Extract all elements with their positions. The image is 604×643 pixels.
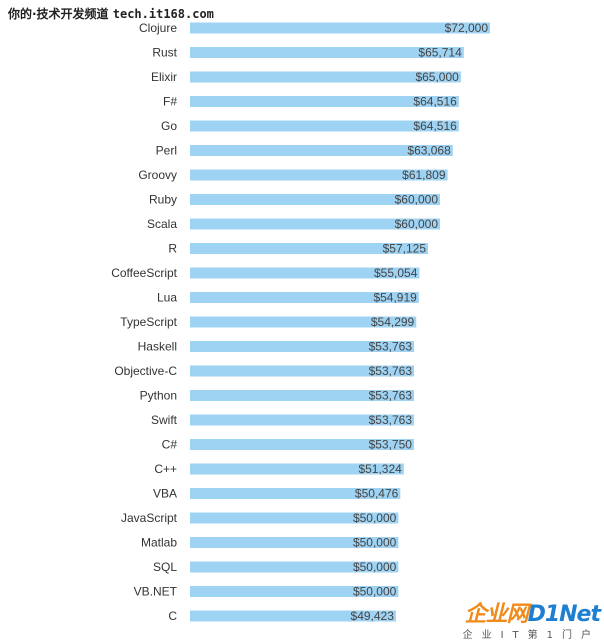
bar-coffeescript bbox=[190, 267, 420, 279]
bar-ruby bbox=[190, 194, 440, 205]
value-label: $54,919 bbox=[373, 291, 417, 305]
category-label: Ruby bbox=[149, 193, 177, 207]
value-label: $53,763 bbox=[369, 340, 413, 354]
watermark-top-text: 你的·技术开发频道 bbox=[8, 7, 109, 21]
value-label: $51,324 bbox=[358, 462, 402, 476]
category-label: Clojure bbox=[139, 21, 177, 35]
value-label: $50,476 bbox=[355, 487, 399, 501]
category-label: TypeScript bbox=[120, 315, 177, 329]
value-label: $53,763 bbox=[369, 389, 413, 403]
category-label: C# bbox=[162, 438, 178, 452]
value-label: $64,516 bbox=[413, 119, 457, 133]
bar-rust bbox=[190, 47, 464, 58]
bar-haskell bbox=[190, 341, 415, 352]
value-label: $54,299 bbox=[371, 315, 415, 329]
category-label: Elixir bbox=[151, 70, 177, 84]
category-label: Rust bbox=[152, 46, 177, 60]
bar-f- bbox=[190, 96, 459, 107]
bar-r bbox=[190, 243, 429, 254]
bars-layer bbox=[190, 22, 490, 622]
watermark-logo-tagline: 企业IT第1门户 bbox=[462, 630, 600, 641]
bar-perl bbox=[190, 145, 453, 156]
bar-sql bbox=[190, 561, 399, 573]
value-label: $60,000 bbox=[395, 217, 439, 231]
bar-vb-net bbox=[190, 586, 399, 597]
watermark-top: 你的·技术开发频道 tech.it168.com bbox=[8, 5, 214, 22]
bar-typescript bbox=[190, 316, 417, 328]
bar-go bbox=[190, 120, 459, 132]
bar-javascript bbox=[190, 512, 399, 524]
category-label: C++ bbox=[154, 462, 177, 476]
bar-vba bbox=[190, 488, 401, 499]
value-label: $49,423 bbox=[351, 609, 395, 623]
bar-lua bbox=[190, 292, 419, 303]
category-label: Haskell bbox=[138, 340, 177, 354]
value-label: $65,000 bbox=[415, 70, 459, 84]
category-label: VB.NET bbox=[134, 585, 178, 599]
category-label: JavaScript bbox=[121, 511, 178, 525]
value-label: $65,714 bbox=[418, 46, 462, 60]
category-label: Matlab bbox=[141, 536, 177, 550]
bar-swift bbox=[190, 414, 415, 426]
category-label: SQL bbox=[153, 560, 177, 574]
bar-groovy bbox=[190, 169, 448, 181]
bar-c bbox=[190, 610, 396, 622]
bar-scala bbox=[190, 218, 440, 230]
value-label: $53,750 bbox=[369, 438, 413, 452]
category-label: Perl bbox=[156, 144, 177, 158]
value-label: $61,809 bbox=[402, 168, 446, 182]
category-label: Objective-C bbox=[114, 364, 177, 378]
category-label: CoffeeScript bbox=[111, 266, 177, 280]
value-label: $50,000 bbox=[353, 511, 397, 525]
value-label: $57,125 bbox=[383, 242, 427, 256]
category-label: Lua bbox=[157, 291, 177, 305]
value-labels-layer: $72,000 $65,714 $65,000 $64,516 $64,516 $63,0… bbox=[351, 21, 489, 623]
watermark-top-url: tech.it168.com bbox=[112, 7, 214, 21]
bar-c- bbox=[190, 439, 414, 450]
watermark-logo-a: 企业网 bbox=[464, 602, 529, 627]
value-label: $64,516 bbox=[413, 95, 457, 109]
bar-c- bbox=[190, 463, 404, 475]
category-label: F# bbox=[163, 95, 177, 109]
category-label: Swift bbox=[151, 413, 178, 427]
category-label: Go bbox=[161, 119, 177, 133]
bar-clojure bbox=[190, 22, 490, 34]
watermark-logo: 企业网D1Net 企业IT第1门户 bbox=[462, 596, 601, 641]
value-label: $50,000 bbox=[353, 585, 397, 599]
category-label: VBA bbox=[153, 487, 177, 501]
watermark-logo-b: D1Net bbox=[527, 602, 601, 627]
category-label: C bbox=[168, 609, 177, 623]
category-labels-layer: Clojure Rust Elixir F# Go Perl Groovy Ruby Scala… bbox=[111, 21, 177, 623]
value-label: $50,000 bbox=[353, 536, 397, 550]
value-label: $63,068 bbox=[407, 144, 451, 158]
category-label: Groovy bbox=[138, 168, 177, 182]
value-label: $53,763 bbox=[369, 364, 413, 378]
value-label: $55,054 bbox=[374, 266, 418, 280]
bar-matlab bbox=[190, 537, 399, 548]
value-label: $72,000 bbox=[445, 21, 489, 35]
category-label: Scala bbox=[147, 217, 177, 231]
category-label: Python bbox=[140, 389, 177, 403]
bar-objective-c bbox=[190, 365, 415, 377]
value-label: $50,000 bbox=[353, 560, 397, 574]
value-label: $53,763 bbox=[369, 413, 413, 427]
value-label: $60,000 bbox=[395, 193, 439, 207]
bar-elixir bbox=[190, 71, 461, 83]
bar-python bbox=[190, 390, 415, 401]
category-label: R bbox=[168, 242, 177, 256]
